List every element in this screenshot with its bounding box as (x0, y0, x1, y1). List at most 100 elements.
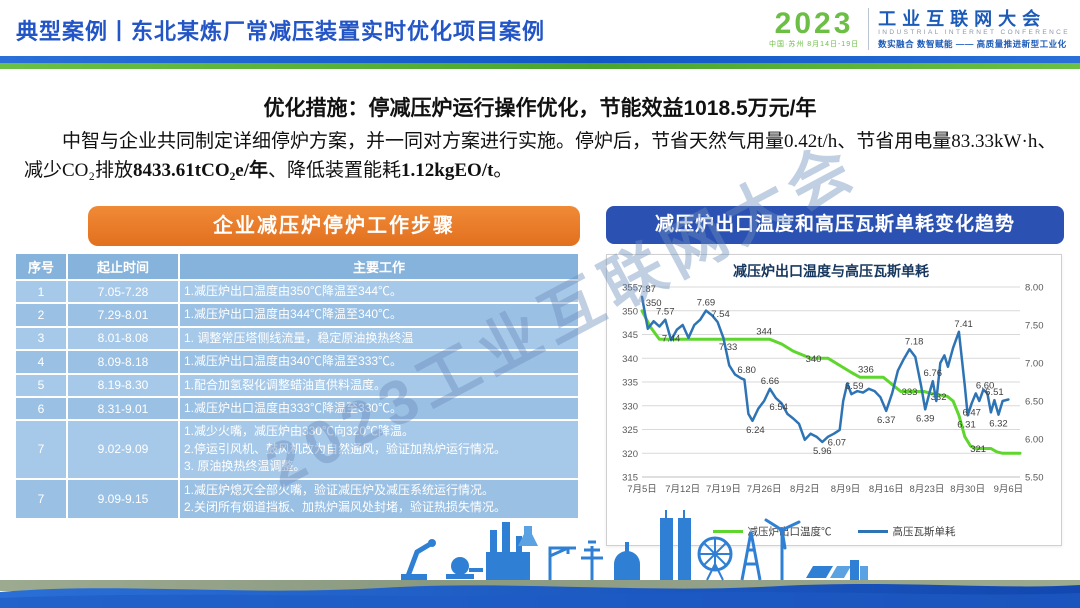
steps-panel-title: 企业减压炉停炉工作步骤 (88, 206, 580, 246)
cell-work: 1.减少火嘴，减压炉由330℃向320℃降温。 2.停运引风机、鼓风机改为自然通风… (180, 421, 578, 478)
data-label: 6.07 (828, 438, 847, 449)
cell-work: 1.减压炉出口温度由333℃降温至330℃。 (180, 397, 578, 420)
data-label: 7.18 (905, 336, 924, 347)
chart-legend: 减压炉出口温度℃ 高压瓦斯单耗 (608, 516, 1060, 546)
cell-time: 8.09-8.18 (68, 351, 178, 373)
legend-label: 高压瓦斯单耗 (892, 525, 956, 538)
steps-table-body: 1 7.05-7.28 1.减压炉出口温度由350℃降温至344℃。 2 7.29-8.… (16, 281, 578, 519)
table-header-row: 序号 起止时间 主要工作 (16, 254, 578, 279)
table-row: 3 8.01-8.08 1. 调整常压塔侧线流量，稳定原油换热终温 (16, 327, 578, 350)
cell-no: 5 (16, 374, 66, 396)
right-axis-tick: 5.50 (1025, 473, 1044, 484)
left-axis-tick: 355 (622, 283, 638, 294)
series-line (640, 309, 1022, 455)
legend-swatch (712, 529, 743, 533)
cell-time: 7.05-7.28 (68, 281, 178, 303)
chart-title: 减压炉出口温度与高压瓦斯单耗 (733, 263, 929, 280)
right-axis-tick: 6.50 (1025, 397, 1044, 408)
header-stripe-green (0, 63, 1080, 69)
data-label: 344 (756, 326, 772, 337)
right-axis-tick: 7.00 (1025, 359, 1044, 370)
data-label: 6.32 (989, 419, 1008, 430)
logo-venue: 中国·苏州 8月14日-19日 (769, 41, 860, 48)
cell-time: 8.01-8.08 (68, 327, 178, 350)
cell-time: 8.31-9.01 (68, 397, 178, 420)
cell-time: 7.29-8.01 (68, 304, 178, 326)
logo-name-cn: 工业互联网大会 (878, 8, 1047, 29)
right-axis-tick: 8.00 (1025, 283, 1044, 294)
table-row: 7 9.02-9.09 1.减少火嘴，减压炉由330℃向320℃降温。 2.停运引风机… (16, 421, 578, 478)
x-axis-tick: 7月5日 (627, 484, 657, 495)
data-label: 6.47 (962, 407, 981, 418)
x-axis-tick: 7月12日 (665, 484, 700, 495)
col-header-no: 序号 (16, 254, 66, 279)
cell-work: 1.减压炉出口温度由350℃降温至344℃。 (180, 281, 578, 303)
data-label: 7.33 (719, 342, 738, 353)
x-axis-tick: 8月2日 (790, 484, 820, 495)
cell-work: 1. 调整常压塔侧线流量，稳定原油换热终温 (180, 327, 578, 350)
header-stripe-blue (0, 56, 1080, 63)
x-axis-tick: 8月30日 (950, 484, 985, 495)
x-axis-tick: 9月6日 (994, 484, 1024, 495)
left-axis-tick: 320 (622, 449, 638, 460)
legend-item: 减压炉出口温度℃ (712, 524, 832, 539)
x-axis-tick: 8月23日 (910, 484, 945, 495)
left-axis-tick: 350 (622, 306, 638, 317)
cell-no: 2 (16, 304, 66, 326)
data-label: 350 (646, 298, 662, 309)
data-label: 6.24 (746, 425, 765, 436)
table-row: 1 7.05-7.28 1.减压炉出口温度由350℃降温至344℃。 (16, 281, 578, 303)
wave-graphic (0, 584, 1080, 608)
col-header-time: 起止时间 (68, 254, 178, 279)
data-label: 6.66 (761, 376, 780, 387)
trend-panel: 减压炉出口温度和高压瓦斯单耗变化趋势 355 350 345 340 335 330 325… (606, 206, 1064, 546)
data-label: 6.80 (737, 365, 756, 376)
cell-time: 9.09-9.15 (68, 479, 178, 519)
left-axis-tick: 325 (622, 425, 638, 436)
table-row: 5 8.19-8.30 1.配合加氢裂化调整蜡油直供料温度。 (16, 374, 578, 396)
logo-year: 2023 (774, 7, 854, 40)
table-row: 2 7.29-8.01 1.减压炉出口温度由344℃降温至340℃。 (16, 304, 578, 326)
data-label: 7.54 (711, 309, 730, 320)
paragraph-run: 中智与企业共同制定详细停炉方案，并一同对方案进行实施。停炉后，节省天然气用量0.… (24, 131, 1057, 181)
data-label: 5.96 (813, 446, 832, 457)
data-label: 7.41 (954, 319, 973, 330)
data-label: 6.37 (877, 415, 896, 426)
paragraph-run: 、降低装置能耗 (268, 159, 402, 181)
table-row: 4 8.09-8.18 1.减压炉出口温度由340℃降温至333℃。 (16, 351, 578, 373)
cell-no: 3 (16, 327, 66, 350)
data-label: 7.87 (637, 284, 656, 295)
data-label: 6.39 (916, 413, 935, 424)
data-label: 6.51 (985, 387, 1004, 398)
data-label: 6.76 (924, 368, 943, 379)
left-axis-tick: 345 (622, 330, 638, 341)
paragraph-run-bold: 1.12kgEO/t (401, 159, 494, 181)
data-label: 333 (902, 387, 918, 398)
left-axis-tick: 340 (622, 354, 638, 365)
data-label: 6.54 (769, 402, 788, 413)
x-axis-tick: 8月16日 (869, 484, 904, 495)
cell-no: 6 (16, 397, 66, 420)
trend-chart-svg: 355 350 345 340 335 330 325 320 315 8.00 7.50 7.00 6… (622, 263, 1044, 495)
ground-strip (0, 580, 1080, 591)
paragraph-run: 。 (493, 159, 513, 181)
data-label: 321 (970, 444, 986, 455)
trend-chart: 355 350 345 340 335 330 325 320 315 8.00 7.50 7.00 6… (606, 254, 1062, 546)
cell-no: 7 (16, 421, 66, 478)
left-axis-tick: 335 (622, 378, 638, 389)
logo-name-en: INDUSTRIAL INTERNET CONFERENCE (878, 28, 1070, 36)
data-label: 340 (806, 354, 822, 365)
x-axis-tick: 7月26日 (747, 484, 782, 495)
x-axis-tick: 8月9日 (831, 484, 861, 495)
series-line (640, 295, 1010, 444)
legend-item: 高压瓦斯单耗 (857, 524, 956, 539)
logo-slogan: 数实融合 数智赋能 —— 高质量推进新型工业化 (878, 38, 1067, 49)
paragraph-run-bold: 8433.61tCO₂e/年 (133, 159, 269, 181)
col-header-work: 主要工作 (180, 254, 578, 279)
data-label: 6.60 (976, 380, 995, 391)
conference-logo: 2023 中国·苏州 8月14日-19日 工业互联网大会 INDUSTRIAL … (769, 8, 1070, 50)
x-axis-tick: 7月19日 (706, 484, 741, 495)
trend-panel-title: 减压炉出口温度和高压瓦斯单耗变化趋势 (606, 206, 1064, 244)
page-title: 典型案例丨东北某炼厂常减压装置实时优化项目案例 (16, 19, 546, 44)
